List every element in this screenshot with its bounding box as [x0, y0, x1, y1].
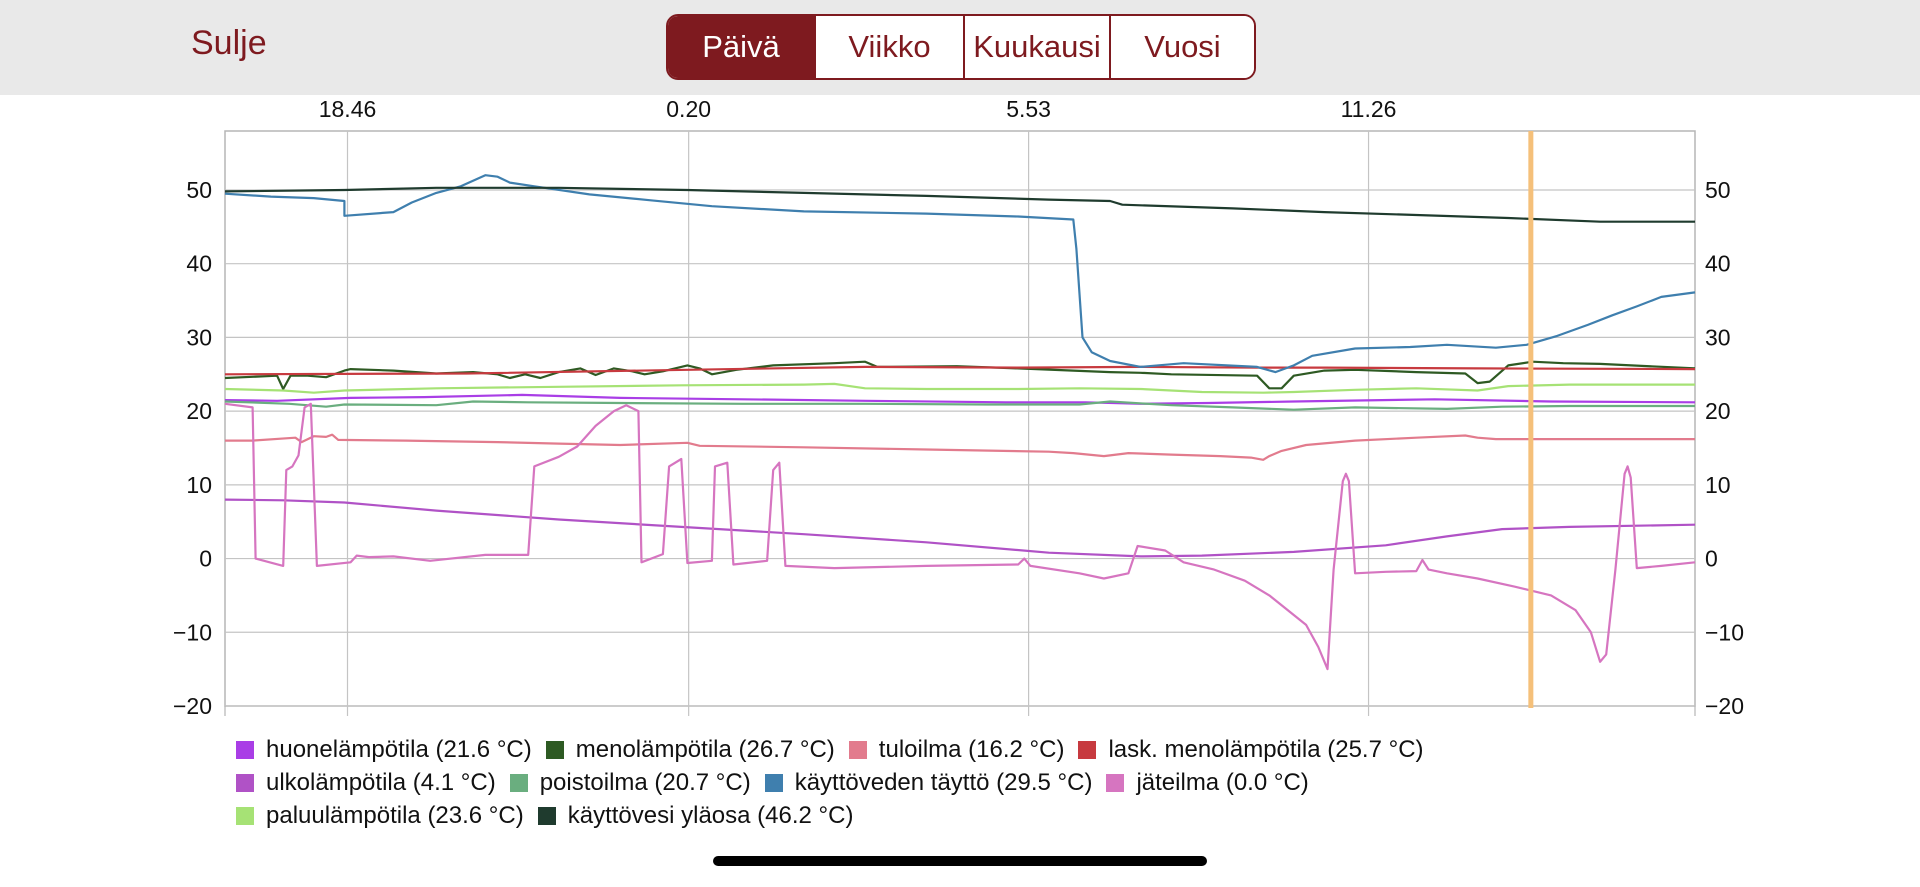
legend-swatch: [236, 740, 254, 759]
legend-swatch: [236, 806, 254, 825]
legend-swatch: [236, 773, 254, 792]
legend-item: käyttövesi yläosa (46.2 °C): [537, 801, 854, 829]
legend-swatch: [848, 740, 867, 759]
y-tick-label-left: 30: [186, 324, 212, 350]
legend-item: huonelämpötila (21.6 °C): [236, 735, 532, 763]
series-line-7: [224, 174, 1696, 374]
series-line-6: [224, 400, 1695, 411]
y-tick-label-left: 40: [186, 251, 212, 277]
legend-swatch: [537, 806, 556, 825]
legend-swatch: [764, 773, 783, 792]
legend-label: paluulämpötila (23.6 °C): [266, 801, 524, 829]
close-button[interactable]: Sulje: [191, 24, 267, 62]
tab-day[interactable]: Päivä: [668, 16, 814, 78]
legend-label: menolämpötila (26.7 °C): [575, 735, 835, 763]
x-tick-label: 11.26: [1341, 96, 1397, 122]
period-segmented-control: Päivä Viikko Kuukausi Vuosi: [666, 14, 1256, 80]
legend-label: käyttöveden täyttö (29.5 °C): [794, 768, 1093, 796]
y-tick-label-right: 10: [1705, 472, 1731, 498]
legend-item: lask. menolämpötila (25.7 °C): [1078, 735, 1424, 763]
chart-legend: huonelämpötila (21.6 °C) menolämpötila (2…: [236, 735, 1636, 832]
legend-label: tuloilma (16.2 °C): [878, 735, 1065, 763]
legend-label: huonelämpötila (21.6 °C): [266, 735, 532, 763]
y-tick-label-right: 40: [1705, 251, 1731, 277]
legend-item: ulkolämpötila (4.1 °C): [236, 768, 496, 796]
legend-item: paluulämpötila (23.6 °C): [236, 801, 524, 829]
series-line-5: [224, 498, 1696, 558]
y-tick-label-right: −10: [1705, 619, 1744, 645]
x-tick-label: 18.46: [319, 96, 377, 122]
home-indicator: [713, 856, 1207, 866]
y-tick-label-right: 0: [1705, 546, 1718, 572]
y-tick-label-right: −20: [1705, 693, 1744, 719]
legend-item: poistoilma (20.7 °C): [509, 768, 751, 796]
legend-label: käyttövesi yläosa (46.2 °C): [567, 801, 854, 829]
legend-item: tuloilma (16.2 °C): [848, 735, 1065, 763]
legend-label: lask. menolämpötila (25.7 °C): [1108, 735, 1424, 763]
legend-label: ulkolämpötila (4.1 °C): [266, 768, 496, 796]
series-line-1: [224, 393, 1696, 405]
top-toolbar: Sulje Päivä Viikko Kuukausi Vuosi: [0, 0, 1920, 95]
x-tick-label: 0.20: [666, 96, 711, 122]
legend-swatch: [1078, 740, 1097, 759]
series-line-8: [224, 402, 1696, 671]
series-line-4: [224, 365, 1696, 376]
y-tick-label-left: 0: [199, 546, 212, 572]
y-tick-label-right: 50: [1705, 177, 1731, 203]
y-tick-label-right: 20: [1705, 398, 1731, 424]
series-line-3: [225, 433, 1695, 461]
legend-swatch: [545, 740, 564, 759]
tab-week[interactable]: Viikko: [814, 16, 963, 78]
y-tick-label-left: −20: [173, 693, 212, 719]
series-line-10: [224, 186, 1695, 223]
legend-label: poistoilma (20.7 °C): [539, 768, 751, 796]
legend-item: jäteilma (0.0 °C): [1106, 768, 1309, 796]
legend-item: menolämpötila (26.7 °C): [545, 735, 835, 763]
y-tick-label-left: 50: [186, 177, 212, 203]
y-tick-label-right: 30: [1705, 324, 1731, 350]
legend-swatch: [1106, 773, 1125, 792]
tab-month[interactable]: Kuukausi: [963, 16, 1109, 78]
y-tick-label-left: −10: [173, 619, 212, 645]
legend-label: jäteilma (0.0 °C): [1136, 768, 1309, 796]
y-tick-label-left: 20: [186, 398, 212, 424]
legend-swatch: [509, 773, 528, 792]
series-line-2: [224, 360, 1696, 391]
tab-year[interactable]: Vuosi: [1109, 16, 1254, 78]
series-line-9: [224, 382, 1695, 394]
temperature-line-chart: −20 −20 −10 −10 0 0 10 10 20 20 30 30 40 40 50 50 18.46 0…: [173, 96, 1744, 719]
x-tick-label: 5.53: [1006, 96, 1051, 122]
y-tick-label-left: 10: [186, 472, 212, 498]
legend-item: käyttöveden täyttö (29.5 °C): [764, 768, 1093, 796]
